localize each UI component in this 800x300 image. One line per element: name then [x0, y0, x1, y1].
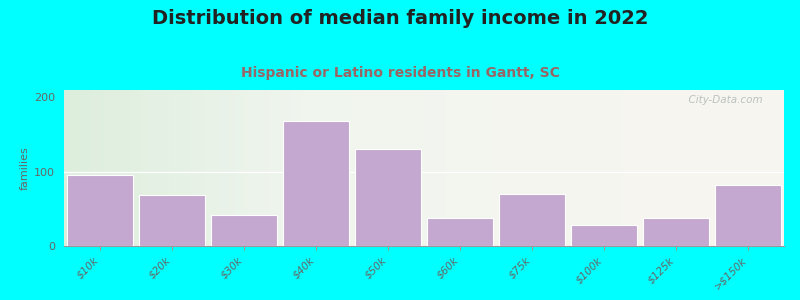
Bar — [355, 149, 421, 246]
Text: City-Data.com: City-Data.com — [682, 95, 762, 105]
Bar — [571, 225, 637, 246]
Text: Hispanic or Latino residents in Gantt, SC: Hispanic or Latino residents in Gantt, S… — [241, 66, 559, 80]
Bar — [283, 121, 349, 246]
Bar — [715, 185, 781, 246]
Bar — [643, 218, 709, 246]
Y-axis label: families: families — [20, 146, 30, 190]
Bar — [67, 176, 133, 246]
Bar — [499, 194, 565, 246]
Bar — [211, 215, 277, 246]
Bar — [139, 196, 205, 246]
Bar — [427, 218, 493, 246]
Text: Distribution of median family income in 2022: Distribution of median family income in … — [152, 9, 648, 28]
